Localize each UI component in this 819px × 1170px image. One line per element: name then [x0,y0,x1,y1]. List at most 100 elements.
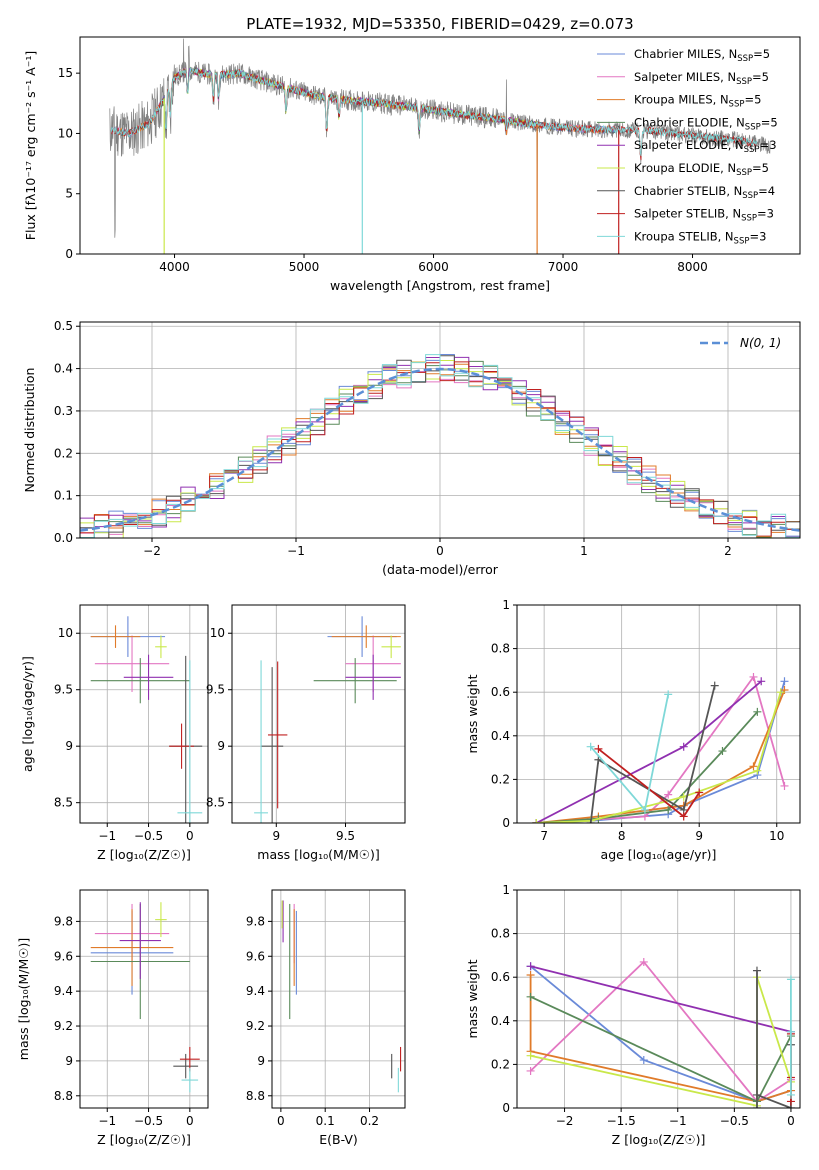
x-tick-label: 1 [580,544,588,558]
x-tick-label: 7000 [548,260,579,274]
weight-marker [679,742,688,751]
y-axis-label: Flux [fλ10⁻¹⁷ erg cm⁻² s⁻¹ A⁻¹] [23,51,38,240]
weight-line-chabrier_stelib [589,685,716,823]
x-tick-label: −2 [556,1114,574,1128]
legend-entry: Chabrier STELIB, NSSP=4 [634,184,775,201]
y-tick-label: 0.8 [491,927,510,941]
legend-entry: Chabrier MILES, NSSP=5 [634,47,770,64]
x-tick-label: 9 [695,829,703,843]
legend-entry: Salpeter ELODIE, NSSP=3 [634,138,777,155]
legend-entry: Salpeter STELIB, NSSP=3 [634,207,774,224]
y-tick-label: 9.8 [54,914,73,928]
weight-marker [664,690,673,699]
legend-entry: Salpeter MILES, NSSP=5 [634,70,769,87]
x-tick-label: −0.5 [134,1114,163,1128]
y-tick-label: 8.5 [206,796,225,810]
y-tick-label: 0.2 [491,772,510,786]
figure-title: PLATE=1932, MJD=53350, FIBERID=0429, z=0… [246,15,633,33]
weight-marker [780,781,789,790]
weight-marker [586,742,595,751]
axes-frame [79,36,801,255]
y-tick-label: 9 [217,739,225,753]
y-axis-label: age [log₁₀(age/yr)] [20,656,35,772]
panel-age-vs-mass: 9 9.5 8.5 9 9.5 10 mass [log₁₀(M/M☉)] [206,604,406,862]
plot-area [80,354,800,538]
x-tick-label: 9.5 [336,829,355,843]
y-tick-label: 9.6 [54,949,73,963]
legend-entry: N(0, 1) [740,336,781,350]
x-tick-label: −0.5 [720,1114,749,1128]
weight-marker [757,677,766,686]
y-tick-label: 10 [58,126,73,140]
weight-marker [526,971,535,980]
y-tick-label: 0.5 [54,319,73,333]
weight-marker [753,707,762,716]
y-tick-label: 0.1 [54,489,73,503]
y-tick-label: 9.2 [54,1019,73,1033]
panel-weight-vs-age: 7 8 9 10 0 0.2 0.4 0.6 0.8 1 age [log₁₀(age/yr)] ma… [465,598,801,862]
x-axis-label: wavelength [Angstrom, rest frame] [330,278,550,293]
legend: Chabrier MILES, NSSP=5 Salpeter MILES, NS… [597,47,778,246]
y-axis-label: mass weight [465,674,480,753]
weight-marker [752,966,761,975]
y-tick-label: 0 [502,816,510,830]
axes-frame [231,604,406,824]
axes-frame [271,889,406,1109]
weight-marker [718,747,727,756]
y-tick-label: 9 [65,739,73,753]
panel-age-vs-Z: −1 −0.5 0 8.5 9 9.5 10 Z [log₁₀(Z/Z☉)] age [log₁… [20,604,209,862]
y-tick-label: 1 [502,598,510,612]
panel-weight-vs-Z: −2 −1.5 −1 −0.5 0 0 0.2 0.4 0.6 0.8 1 Z [log₁₀(Z/Z☉… [465,883,801,1147]
x-axis-label: Z [log₁₀(Z/Z☉)] [97,1132,191,1147]
y-tick-label: 9 [65,1054,73,1068]
weight-marker [586,819,595,823]
legend: N(0, 1) [700,336,781,350]
y-tick-label: 0.4 [491,1014,510,1028]
weight-marker [780,677,789,686]
x-tick-label: −1 [287,544,305,558]
x-tick-label: 4000 [159,260,190,274]
x-tick-label: 2 [724,544,732,558]
y-tick-label: 0.0 [54,531,73,545]
x-tick-label: −1.5 [607,1114,636,1128]
weight-marker [749,672,758,681]
axes-frame [79,889,209,1109]
y-tick-label: 0.8 [491,642,510,656]
weight-marker [594,744,603,753]
axes-frame [79,604,209,824]
weight-line-kroupa_miles [529,975,792,1103]
y-tick-label: 1 [502,883,510,897]
y-tick-label: 8.5 [54,796,73,810]
y-tick-label: 0 [502,1101,510,1115]
panel-mass-vs-EBV: 0 0.1 0.2 8.8 9 9.2 9.4 9.6 9.8 E(B-V) [246,889,406,1147]
y-axis-label: mass weight [465,959,480,1038]
x-tick-label: 0 [277,1114,285,1128]
y-tick-label: 9.5 [206,683,225,697]
weight-marker [749,762,758,771]
x-tick-label: 9 [272,829,280,843]
legend-entry: Kroupa MILES, NSSP=5 [634,93,761,110]
weight-marker [640,805,649,814]
axes-frame [516,604,801,824]
weight-marker [526,1051,535,1060]
y-tick-label: 0.4 [54,362,73,376]
weight-marker [786,1027,795,1036]
plot-area [90,902,200,1093]
x-tick-label: −2 [143,544,161,558]
weight-marker [753,766,762,775]
x-tick-label: 5000 [289,260,320,274]
weight-marker [664,805,673,814]
weight-line-salpeter_elodie [535,680,762,823]
y-tick-label: 9.8 [246,914,265,928]
weight-marker [664,790,673,799]
plot-area [532,672,789,823]
x-tick-label: 0 [186,829,194,843]
weight-marker [679,812,688,821]
legend-entry: Kroupa ELODIE, NSSP=5 [634,161,769,178]
x-tick-label: 8000 [677,260,708,274]
legend-entry: Kroupa STELIB, NSSP=3 [634,229,766,246]
x-tick-label: 8 [618,829,626,843]
panel-mass-vs-Z: −1 −0.5 0 8.8 9 9.2 9.4 9.6 9.8 Z [log₁₀(Z/Z☉)] ma… [16,889,209,1147]
weight-marker [695,788,704,797]
